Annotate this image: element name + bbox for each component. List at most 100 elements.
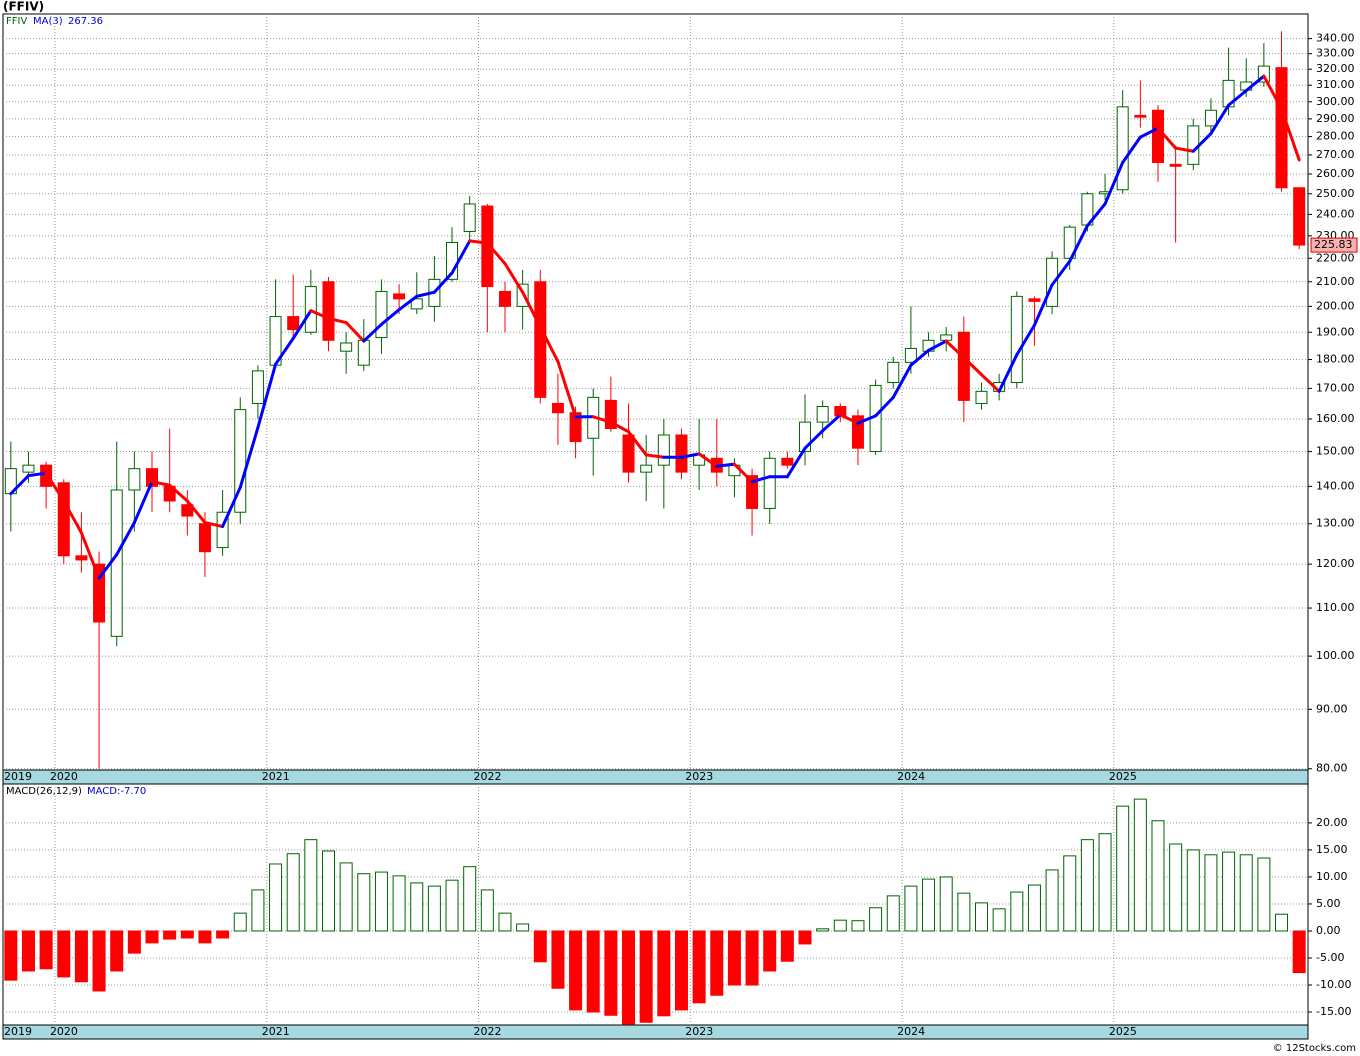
macd-bar <box>904 885 918 932</box>
macd-bar <box>1027 884 1041 932</box>
ma-line <box>997 353 1019 393</box>
x-tick-label: 2024 <box>897 770 925 783</box>
candle-body <box>410 298 423 310</box>
ma-line <box>221 485 242 528</box>
ma-line <box>1103 160 1125 206</box>
macd-bar <box>163 930 177 940</box>
ma-line <box>909 348 931 367</box>
x-tick-label: 2021 <box>262 1025 290 1038</box>
ma-line <box>927 339 948 352</box>
ma-line <box>1227 89 1248 107</box>
ma-line <box>1050 259 1072 287</box>
candle-body <box>498 290 511 307</box>
ma-line <box>432 271 454 294</box>
macd-bar <box>145 930 159 944</box>
ma-line <box>379 308 401 326</box>
ma-line <box>62 499 83 535</box>
y-tick-label: 120.00 <box>1316 557 1355 570</box>
ma-line <box>1121 135 1142 164</box>
macd-bar <box>551 930 565 989</box>
ma-line <box>79 531 101 580</box>
y-tick-label: 10.00 <box>1316 870 1348 883</box>
ma-line <box>1244 74 1266 93</box>
y-tick-label: 270.00 <box>1316 148 1355 161</box>
legend-ma: MA(3) <box>33 16 63 27</box>
price-tag-label: 225.83 <box>1314 238 1353 251</box>
candle-body <box>622 434 635 473</box>
candle-body <box>181 504 194 517</box>
ma-line <box>1156 126 1178 150</box>
ma-line <box>1068 224 1089 263</box>
candle-body <box>1151 109 1164 163</box>
x-tick-label: 2023 <box>685 770 713 783</box>
price-tag <box>1310 237 1358 253</box>
y-tick-label: 330.00 <box>1316 47 1355 60</box>
macd-bar <box>480 889 494 932</box>
candle-body <box>604 399 617 430</box>
macd-bar <box>1292 930 1306 974</box>
macd-bar <box>57 930 71 978</box>
ma-line <box>750 475 772 484</box>
ma-line <box>1174 146 1195 153</box>
legend-symbol: FFIV <box>6 16 27 27</box>
ma-line <box>803 429 825 450</box>
x-tick-label: 2021 <box>262 770 290 783</box>
candle-body <box>940 334 953 341</box>
ma-line <box>644 453 666 459</box>
legend-ma-value: 267.36 <box>68 16 103 27</box>
ma-line <box>238 426 260 489</box>
macd-bar <box>180 930 194 939</box>
macd-bar <box>339 862 353 932</box>
macd-bar <box>1045 869 1059 932</box>
ma-line <box>9 474 30 496</box>
macd-bar <box>833 919 847 932</box>
ma-line <box>874 395 895 418</box>
macd-value: MACD:-7.70 <box>87 786 146 797</box>
ma-line <box>980 373 1001 393</box>
candle-body <box>816 406 829 423</box>
candle-body <box>1116 106 1129 191</box>
macd-bar <box>710 930 724 996</box>
macd-bar <box>1239 854 1253 932</box>
macd-bar <box>1098 833 1112 932</box>
y-tick-label: -10.00 <box>1316 978 1351 991</box>
ma-line <box>274 336 295 366</box>
y-tick-label: -5.00 <box>1316 951 1344 964</box>
ma-line <box>26 471 48 478</box>
macd-bar <box>92 930 106 992</box>
macd-bar <box>992 908 1006 932</box>
macd-bar <box>516 923 530 932</box>
y-tick-label: 90.00 <box>1316 702 1348 715</box>
ma-line <box>415 290 436 298</box>
ma-line <box>821 413 842 433</box>
candle-body <box>1257 65 1270 83</box>
candle-body <box>657 434 670 466</box>
y-tick-label: 180.00 <box>1316 353 1355 366</box>
macd-bar <box>1275 913 1289 932</box>
macd-bar <box>851 920 865 932</box>
macd-bar <box>622 930 636 1025</box>
y-tick-label: 150.00 <box>1316 445 1355 458</box>
macd-bar <box>233 912 247 932</box>
ma-line <box>838 413 860 425</box>
candle-body <box>463 203 476 232</box>
macd-bar <box>1080 839 1094 932</box>
ma-line <box>362 322 383 343</box>
candle-body <box>1028 298 1041 302</box>
candle-body <box>957 331 970 401</box>
x-tick-label: 2020 <box>50 770 78 783</box>
macd-bar <box>886 895 900 932</box>
ma-line <box>203 521 225 528</box>
ma-line <box>150 480 172 487</box>
macd-bar <box>463 866 477 932</box>
ma-line <box>468 239 489 245</box>
y-tick-label: 220.00 <box>1316 251 1355 264</box>
macd-bar <box>216 930 230 939</box>
candle-body <box>481 205 494 288</box>
y-tick-label: 80.00 <box>1316 762 1348 775</box>
candle-body <box>93 563 106 623</box>
y-tick-label: 320.00 <box>1316 62 1355 75</box>
macd-bar <box>21 930 35 972</box>
